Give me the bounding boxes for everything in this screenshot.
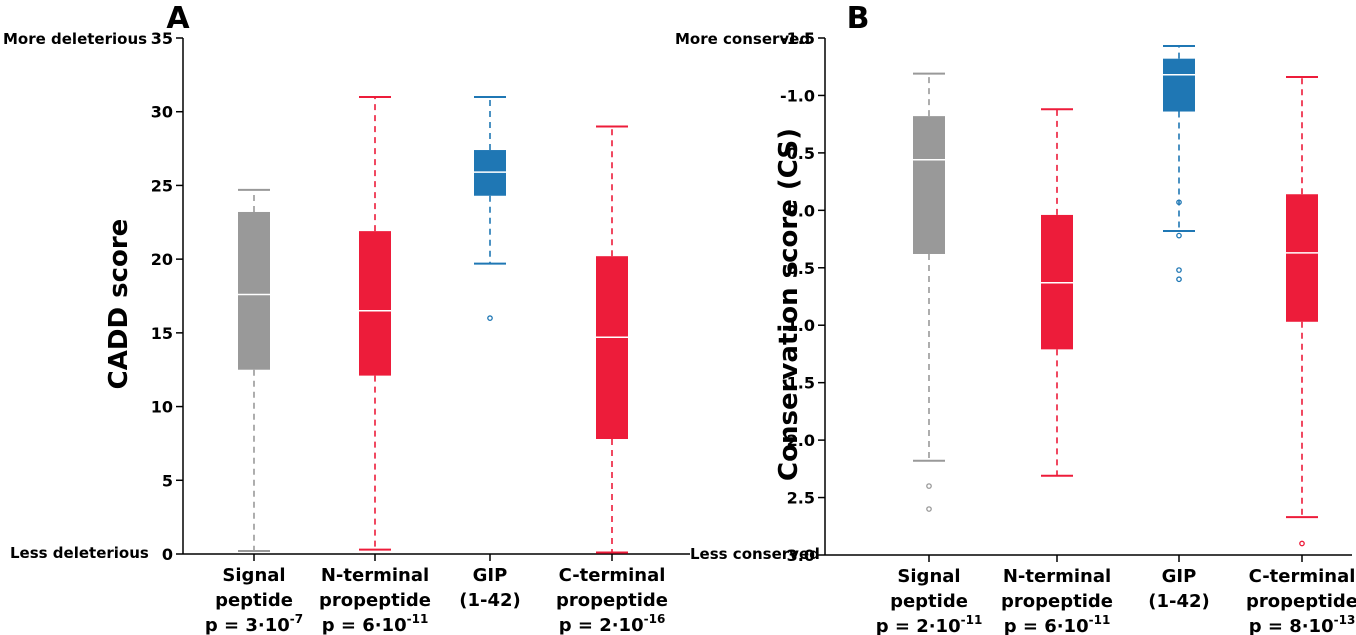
outlier-point	[1299, 540, 1305, 547]
category-label: propeptide	[1001, 591, 1113, 612]
category-label: GIP	[1162, 566, 1197, 587]
y-tick-label: 1.5	[787, 374, 815, 393]
p-value-label: p = 3·10-7	[205, 612, 303, 635]
panel-label: A	[166, 1, 190, 36]
category-label: Signal	[897, 566, 960, 587]
y-tick-label: 15	[151, 324, 173, 343]
y-tick-label: 25	[151, 176, 173, 195]
category-label: GIP	[473, 565, 508, 586]
p-value-exponent: -11	[1089, 613, 1111, 627]
p-value-exponent: -11	[961, 613, 983, 627]
box-gip-1-42	[1163, 45, 1195, 283]
y-tick-label: 35	[151, 29, 173, 48]
box-iqr	[1286, 194, 1318, 322]
category-label: C-terminal	[1249, 566, 1356, 587]
y-tick-label: -0.5	[780, 144, 815, 163]
box-c-terminal-propeptide	[596, 125, 628, 554]
box-iqr	[913, 116, 945, 254]
category-label: C-terminal	[559, 565, 666, 586]
y-axis-title: CADD score	[104, 219, 134, 390]
p-value-exponent: -11	[407, 612, 429, 626]
category-label: peptide	[890, 591, 968, 612]
y-axis-title: Conservation score (CS)	[774, 128, 804, 481]
outlier-point	[1176, 232, 1182, 239]
box-iqr	[596, 256, 628, 440]
panel-label: B	[847, 1, 870, 36]
p-value-label: p = 2·10-11	[876, 613, 983, 635]
box-iqr	[359, 231, 391, 376]
box-iqr	[238, 211, 270, 370]
category-label: propeptide	[1246, 591, 1356, 612]
bottom-direction-label: Less conserved	[690, 545, 820, 563]
box-gip-1-42	[474, 95, 506, 321]
category-label: (1-42)	[459, 590, 521, 611]
top-direction-label: More conserved	[675, 30, 810, 48]
y-tick-label: -1.5	[780, 29, 815, 48]
y-tick-label: -1.0	[780, 86, 815, 105]
y-tick-label: 0.5	[787, 259, 815, 278]
y-tick-label: 0.0	[787, 201, 815, 220]
y-tick-label: 1.0	[787, 316, 815, 335]
box-n-terminal-propeptide	[1041, 108, 1073, 477]
p-value-label: p = 8·10-13	[1249, 613, 1356, 635]
p-value-label: p = 6·10-11	[322, 612, 429, 635]
p-value-exponent: -16	[644, 612, 666, 626]
p-value-label: p = 2·10-16	[559, 612, 666, 635]
outlier-point	[926, 506, 932, 512]
category-label: Signal	[222, 565, 285, 586]
category-label: propeptide	[556, 590, 668, 611]
outlier-point	[1176, 199, 1182, 206]
bottom-direction-label: Less deleterious	[10, 544, 149, 562]
category-label: N-terminal	[1003, 566, 1111, 587]
p-value-label: p = 6·10-11	[1004, 613, 1111, 635]
category-label: (1-42)	[1148, 591, 1210, 612]
y-tick-label: 20	[151, 250, 173, 269]
box-iqr	[1163, 58, 1195, 112]
y-tick-label: 30	[151, 103, 173, 122]
y-tick-label: 2.0	[787, 431, 815, 450]
p-value-exponent: -13	[1334, 613, 1356, 627]
y-tick-label: 2.5	[787, 489, 815, 508]
outlier-point	[487, 315, 493, 321]
y-tick-label: 5	[162, 471, 173, 490]
y-tick-label: 3.0	[787, 546, 815, 565]
outlier-point	[1176, 267, 1182, 273]
top-direction-label: More deleterious	[3, 30, 147, 48]
box-n-terminal-propeptide	[359, 95, 391, 551]
y-tick-label: 0	[162, 545, 173, 564]
category-label: N-terminal	[321, 565, 429, 586]
y-tick-label: 10	[151, 398, 173, 417]
box-signal-peptide	[238, 188, 270, 553]
outlier-point	[1176, 276, 1182, 283]
p-value-exponent: -7	[290, 612, 303, 626]
box-c-terminal-propeptide	[1286, 76, 1318, 547]
chart-panel-B: B -1.5 -1.0 -0.5 0.0 0.5 1.0 1.5 2.0 2.5 3.0 More c…	[675, 1, 1356, 635]
category-label: peptide	[215, 590, 293, 611]
outlier-point	[926, 483, 932, 489]
box-signal-peptide	[913, 72, 945, 512]
category-label: propeptide	[319, 590, 431, 611]
